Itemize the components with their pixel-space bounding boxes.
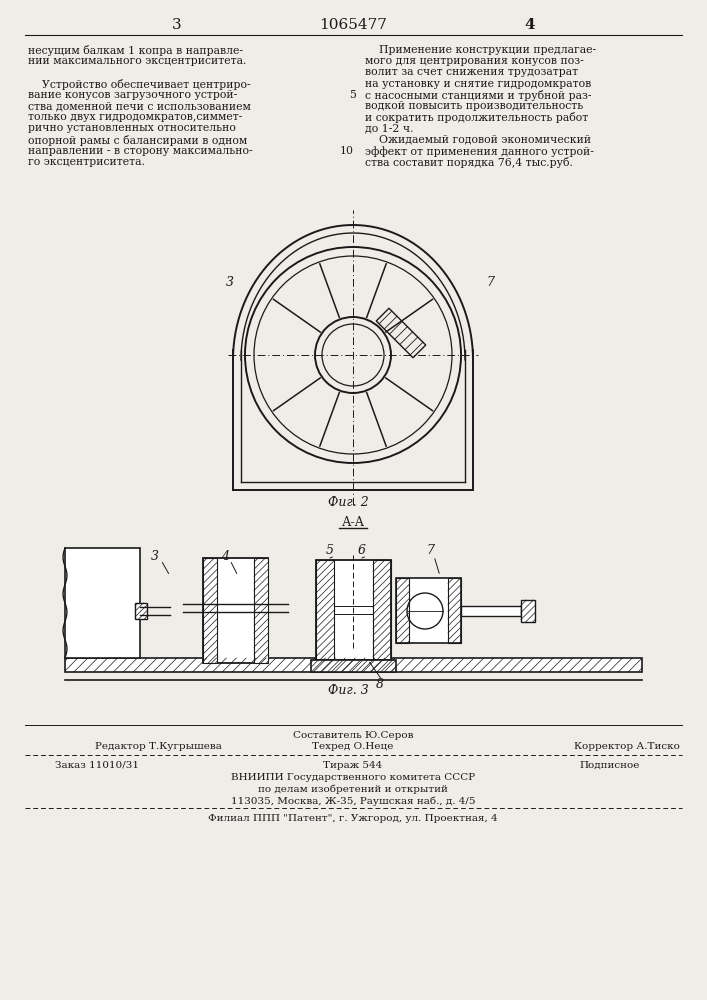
Text: Заказ 11010/31: Заказ 11010/31 (55, 761, 139, 770)
Text: по делам изобретений и открытий: по делам изобретений и открытий (258, 785, 448, 794)
Text: 1065477: 1065477 (319, 18, 387, 32)
Text: Составитель Ю.Серов: Составитель Ю.Серов (293, 731, 414, 740)
Text: направлении - в сторону максимально-: направлении - в сторону максимально- (28, 146, 252, 156)
Bar (203, 558, 217, 663)
Bar (316, 560, 334, 660)
Text: Техред О.Неце: Техред О.Неце (312, 742, 394, 751)
Text: Тираж 544: Тираж 544 (323, 761, 382, 770)
Bar (396, 578, 409, 643)
Text: на установку и снятие гидродомкратов: на установку и снятие гидродомкратов (365, 79, 591, 89)
Text: мого для центрирования конусов поз-: мого для центрирования конусов поз- (365, 56, 584, 66)
Text: рично установленных относительно: рично установленных относительно (28, 123, 236, 133)
Text: до 1-2 ч.: до 1-2 ч. (365, 123, 414, 133)
Text: волит за счет снижения трудозатрат: волит за счет снижения трудозатрат (365, 67, 578, 77)
Bar (448, 578, 461, 643)
Text: 3: 3 (173, 18, 182, 32)
Text: 5: 5 (349, 90, 356, 100)
Bar (373, 560, 391, 660)
Text: Фиг. 2: Фиг. 2 (327, 495, 368, 508)
Polygon shape (376, 308, 426, 358)
Text: Подписное: Подписное (580, 761, 640, 770)
Text: 5: 5 (326, 544, 334, 558)
Text: ства доменной печи с использованием: ства доменной печи с использованием (28, 101, 251, 111)
Text: ВНИИПИ Государственного комитета СССР: ВНИИПИ Государственного комитета СССР (231, 773, 475, 782)
Text: 113035, Москва, Ж-35, Раушская наб., д. 4/5: 113035, Москва, Ж-35, Раушская наб., д. … (230, 797, 475, 806)
Text: 4: 4 (525, 18, 535, 32)
Text: Применение конструкции предлагае-: Применение конструкции предлагае- (365, 45, 596, 55)
Bar (311, 660, 396, 672)
Text: 10: 10 (340, 146, 354, 156)
Text: А-А: А-А (341, 516, 365, 528)
Text: Ожидаемый годовой экономический: Ожидаемый годовой экономический (365, 135, 591, 145)
Bar (65, 548, 140, 658)
Bar (203, 558, 268, 663)
Text: эффект от применения данного устрой-: эффект от применения данного устрой- (365, 146, 594, 157)
Text: Корректор А.Тиско: Корректор А.Тиско (574, 742, 680, 751)
Text: Филиал ППП "Патент", г. Ужгород, ул. Проектная, 4: Филиал ППП "Патент", г. Ужгород, ул. Про… (208, 814, 498, 823)
Text: ства составит порядка 76,4 тыс.руб.: ства составит порядка 76,4 тыс.руб. (365, 157, 573, 168)
Text: и сократить продолжительность работ: и сократить продолжительность работ (365, 112, 588, 123)
Text: 4: 4 (221, 550, 229, 562)
Text: несущим балкам 1 копра в направле-: несущим балкам 1 копра в направле- (28, 45, 243, 56)
Text: Фиг. 3: Фиг. 3 (327, 684, 368, 696)
Text: только двух гидродомкратов,симмет-: только двух гидродомкратов,симмет- (28, 112, 243, 122)
Text: го эксцентриситета.: го эксцентриситета. (28, 157, 145, 167)
Bar (521, 600, 535, 622)
Text: опорной рамы с балансирами в одном: опорной рамы с балансирами в одном (28, 135, 247, 146)
Text: водкой повысить производительность: водкой повысить производительность (365, 101, 583, 111)
Bar (316, 560, 391, 660)
Text: Устройство обеспечивает центриро-: Устройство обеспечивает центриро- (28, 79, 250, 90)
Text: 3: 3 (151, 550, 159, 562)
Text: 7: 7 (426, 544, 434, 558)
Text: 6: 6 (358, 544, 366, 558)
Bar (135, 603, 147, 619)
Bar (461, 606, 521, 616)
Bar (254, 558, 268, 663)
Text: нии максимального эксцентриситета.: нии максимального эксцентриситета. (28, 56, 246, 66)
Text: с насосными станциями и трубной раз-: с насосными станциями и трубной раз- (365, 90, 592, 101)
Text: 7: 7 (486, 275, 494, 288)
Text: вание конусов загрузочного устрой-: вание конусов загрузочного устрой- (28, 90, 238, 100)
Text: Редактор Т.Кугрышева: Редактор Т.Кугрышева (95, 742, 222, 751)
Text: 3: 3 (226, 275, 234, 288)
Bar (65, 658, 642, 672)
Bar (396, 578, 461, 643)
Text: 8: 8 (376, 678, 384, 690)
